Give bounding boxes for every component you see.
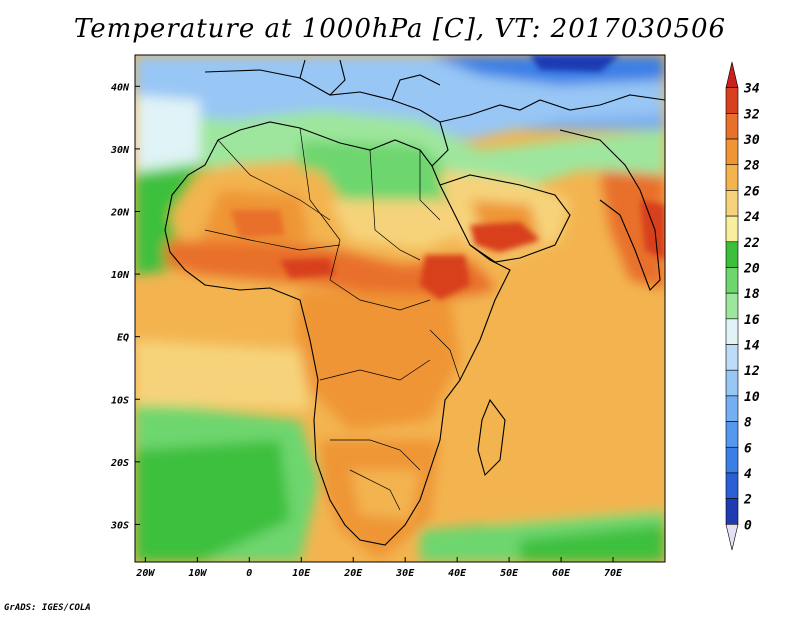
latitude-axis: 40N 30N 20N 10N EQ 10S 20S 30S [110, 82, 140, 531]
colorbar-swatch [725, 113, 739, 140]
lon-label: 70E [604, 568, 623, 579]
colorbar-label: 2 [743, 493, 752, 508]
colorbar-swatch [725, 524, 739, 551]
colorbar-swatch [725, 164, 739, 191]
lat-label: 10N [111, 270, 130, 281]
colorbar-swatch [725, 215, 739, 243]
lon-label: 60E [552, 568, 571, 579]
colorbar-label: 12 [744, 364, 760, 379]
credit-text: GrADS: IGES/COLA [4, 603, 91, 613]
colorbar-label: 18 [744, 287, 760, 302]
colorbar-label: 20 [743, 261, 760, 276]
lon-label: 50E [500, 568, 519, 579]
colorbar-swatch [725, 292, 739, 320]
colorbar-label: 32 [743, 107, 760, 122]
colorbar-label: 22 [743, 236, 760, 251]
colorbar-swatch [725, 369, 739, 397]
colorbar-label: 4 [744, 467, 752, 482]
colorbar-label: 24 [743, 210, 760, 225]
lon-label: 30E [395, 568, 415, 579]
map-frame [134, 54, 666, 563]
lat-label: 40N [111, 82, 130, 93]
coastlines [164, 59, 665, 546]
lat-label: 30S [110, 520, 129, 531]
country-borders [204, 127, 461, 511]
colorbar-swatch [725, 395, 739, 422]
colorbar-label: 16 [744, 313, 760, 328]
colorbar-swatch [725, 446, 739, 474]
lon-label: 20W [135, 568, 155, 579]
lat-label: 10S [111, 395, 129, 406]
lat-label: 20S [110, 458, 129, 469]
lat-label: 20N [110, 207, 130, 218]
colorbar-swatch [725, 267, 739, 294]
colorbar-label: 8 [744, 416, 752, 431]
colorbar-label: 28 [743, 159, 760, 174]
lat-label: EQ [117, 333, 129, 344]
colorbar-label: 10 [744, 390, 760, 405]
colorbar-swatch [725, 138, 739, 166]
longitude-axis: 20W 10W 0 10E 20E 30E 40E 50E 60E 70E [135, 557, 623, 579]
lon-label: 10W [188, 568, 207, 579]
colorbar-swatch [725, 318, 739, 345]
lon-label: 20E [343, 568, 363, 579]
colorbar-swatch [725, 421, 739, 448]
colorbar-label: 30 [743, 133, 760, 148]
colorbar-label: 0 [744, 518, 752, 533]
colorbar-swatch [725, 241, 739, 268]
colorbar-swatch [725, 61, 739, 88]
lon-label: 40E [448, 568, 467, 579]
colorbar-swatch [725, 498, 739, 525]
temperature-field [135, 55, 665, 562]
colorbar-swatch [725, 344, 739, 371]
map-title: Temperature at 1000hPa [C], VT: 20170305… [73, 14, 727, 44]
lon-label: 0 [246, 568, 252, 579]
colorbar-label: 14 [744, 339, 760, 354]
colorbar-label: 6 [744, 441, 752, 456]
colorbar-swatch [725, 190, 739, 217]
colorbar-label: 26 [743, 184, 760, 199]
colorbar-swatch [725, 87, 739, 114]
colorbar-swatch [725, 472, 739, 499]
colorbar-label: 34 [743, 82, 760, 97]
lat-label: 30N [110, 145, 130, 156]
lon-label: 10E [292, 568, 311, 579]
